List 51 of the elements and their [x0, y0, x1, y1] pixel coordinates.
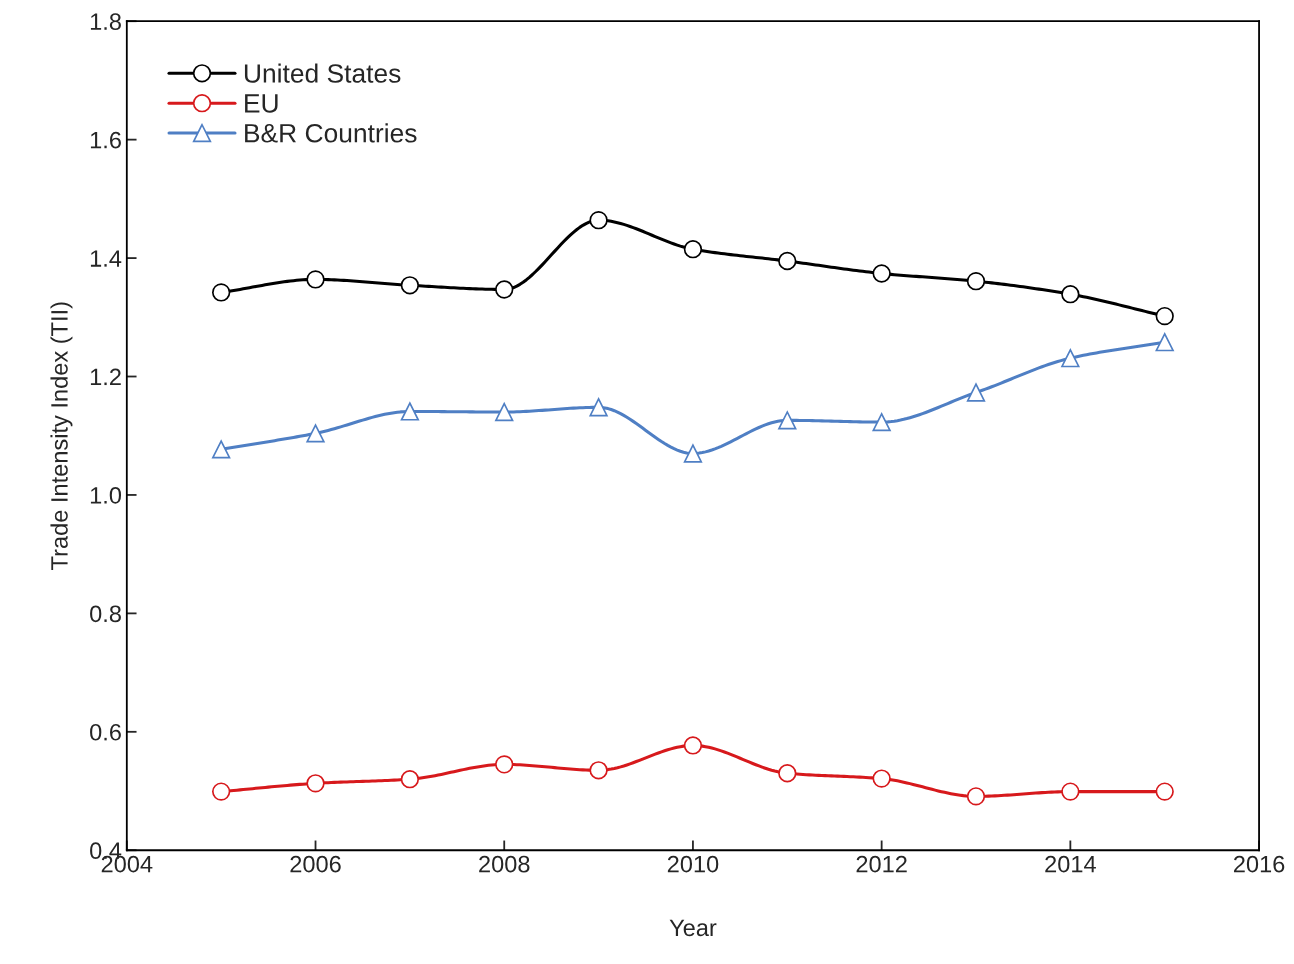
- point: [778, 411, 797, 430]
- point: [495, 280, 514, 299]
- point: [211, 782, 231, 801]
- point: [589, 211, 608, 230]
- legend-label: B&R Countries: [245, 123, 417, 143]
- point: [1155, 306, 1174, 326]
- y-tick-label: 1.4: [90, 250, 122, 267]
- legend-label: United States: [244, 63, 401, 83]
- point: [495, 402, 514, 422]
- y-tick-label: 1.2: [90, 368, 121, 386]
- point: [683, 444, 703, 463]
- x-tick-label: 2014: [1045, 855, 1096, 873]
- point: [1061, 782, 1080, 801]
- legend-label: EU: [245, 94, 278, 113]
- x-tick-label: 2006: [290, 855, 341, 873]
- point: [872, 769, 891, 788]
- y-tick-label: 1.0: [90, 487, 122, 504]
- point: [1155, 782, 1174, 801]
- point: [966, 383, 986, 402]
- y-tick-label: 0.8: [90, 605, 121, 623]
- point: [400, 276, 420, 295]
- y-tick-label: 1.8: [90, 13, 121, 30]
- point: [1061, 348, 1080, 368]
- x-tick-label: 2010: [667, 855, 719, 873]
- x-tick-label: 2008: [479, 855, 530, 873]
- point: [589, 398, 608, 417]
- point: [683, 240, 703, 259]
- point: [683, 736, 703, 755]
- point: [589, 761, 608, 780]
- point: [872, 412, 891, 432]
- point: [400, 402, 420, 421]
- x-axis-title: Year: [669, 919, 717, 937]
- point: [966, 787, 986, 806]
- point: [306, 424, 325, 443]
- point: [400, 770, 420, 789]
- y-axis-title: Trade Intensity Index (TII): [50, 302, 73, 570]
- point: [306, 774, 325, 793]
- y-tick-label: 0.6: [90, 723, 121, 741]
- y-tick-label: 1.6: [90, 131, 121, 149]
- point: [306, 270, 325, 289]
- point: [778, 764, 797, 783]
- point: [966, 272, 986, 291]
- point: [211, 440, 231, 459]
- point: [1155, 332, 1174, 352]
- point: [872, 264, 891, 283]
- x-tick-label: 2012: [856, 855, 907, 873]
- point: [1061, 285, 1080, 304]
- point: [211, 283, 231, 302]
- x-tick-label: 2016: [1233, 855, 1285, 873]
- point: [778, 251, 797, 271]
- point: [495, 755, 514, 774]
